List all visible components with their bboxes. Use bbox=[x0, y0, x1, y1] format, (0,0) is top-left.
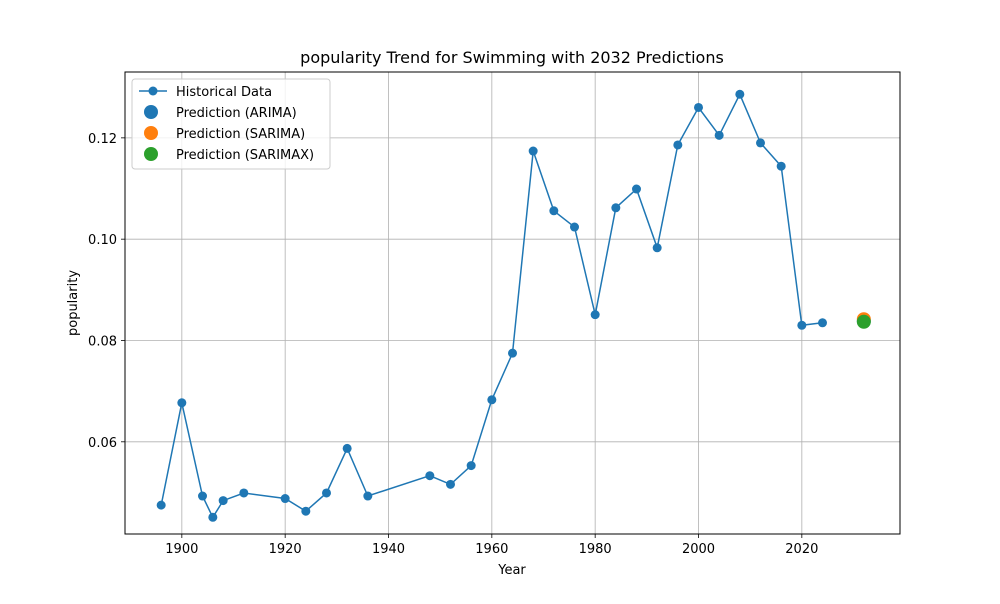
prediction-sarimax-point bbox=[856, 314, 871, 329]
historical-data-point bbox=[239, 488, 249, 498]
plot-frame bbox=[124, 71, 901, 535]
legend-marker-sarimax bbox=[144, 147, 158, 161]
legend-marker-sarima bbox=[144, 126, 158, 140]
historical-data-point bbox=[198, 491, 207, 501]
historical-data-point bbox=[508, 348, 517, 358]
historical-data-point bbox=[446, 479, 455, 489]
x-tick-label: 1940 bbox=[372, 542, 405, 557]
historical-data-point bbox=[549, 206, 559, 216]
y-axis-ticks: 0.06 0.08 0.10 0.12 bbox=[88, 132, 125, 451]
legend-marker-historical bbox=[148, 86, 158, 96]
historical-data-point bbox=[818, 318, 827, 328]
historical-data-point bbox=[363, 491, 373, 501]
historical-data-point bbox=[156, 500, 166, 510]
historical-data-point bbox=[756, 138, 765, 148]
historical-data-point bbox=[487, 395, 497, 405]
historical-data-point bbox=[342, 443, 352, 453]
historical-data-point bbox=[652, 243, 662, 253]
historical-data-point bbox=[776, 161, 786, 171]
legend-label-sarimax: Prediction (SARIMAX) bbox=[176, 148, 314, 163]
historical-data-point bbox=[177, 398, 187, 408]
historical-data-point bbox=[694, 102, 703, 112]
grid bbox=[125, 72, 900, 534]
y-tick-label: 0.06 bbox=[88, 436, 117, 451]
historical-data-point bbox=[797, 320, 807, 330]
legend-label-sarima: Prediction (SARIMA) bbox=[176, 127, 305, 142]
x-tick-label: 1900 bbox=[165, 542, 198, 557]
historical-data-point bbox=[673, 140, 683, 150]
historical-data-point bbox=[208, 512, 218, 522]
y-axis-label: popularity bbox=[66, 270, 81, 336]
historical-data-point bbox=[280, 494, 290, 504]
legend-label-arima: Prediction (ARIMA) bbox=[176, 106, 297, 121]
historical-data-point bbox=[528, 146, 538, 156]
y-tick-label: 0.08 bbox=[88, 334, 117, 349]
historical-data-point bbox=[632, 184, 641, 194]
historical-data-point bbox=[466, 461, 476, 471]
historical-data-point bbox=[735, 89, 745, 99]
legend-label-historical: Historical Data bbox=[176, 85, 272, 100]
legend: Historical Data Prediction (ARIMA) Predi… bbox=[131, 78, 331, 170]
historical-data-point bbox=[714, 130, 724, 140]
historical-data-point bbox=[301, 506, 311, 516]
x-axis-ticks: 1900 1920 1940 1960 1980 2000 2020 bbox=[165, 534, 818, 557]
y-tick-label: 0.10 bbox=[88, 233, 117, 248]
x-axis-label: Year bbox=[497, 563, 526, 578]
series-group bbox=[156, 89, 871, 522]
historical-data-point bbox=[425, 471, 435, 481]
historical-data-point bbox=[611, 203, 621, 213]
y-tick-label: 0.12 bbox=[88, 132, 117, 147]
legend-marker-arima bbox=[144, 105, 158, 119]
x-tick-label: 1920 bbox=[269, 542, 302, 557]
historical-data-point bbox=[322, 488, 331, 498]
historical-data-point bbox=[218, 496, 228, 506]
legend-box bbox=[131, 78, 331, 170]
x-tick-label: 1960 bbox=[475, 542, 508, 557]
x-tick-label: 2020 bbox=[785, 542, 818, 557]
chart-title: popularity Trend for Swimming with 2032 … bbox=[300, 48, 724, 67]
x-tick-label: 1980 bbox=[579, 542, 612, 557]
historical-data-point bbox=[590, 310, 600, 320]
historical-data-point bbox=[570, 222, 579, 232]
x-tick-label: 2000 bbox=[682, 542, 715, 557]
